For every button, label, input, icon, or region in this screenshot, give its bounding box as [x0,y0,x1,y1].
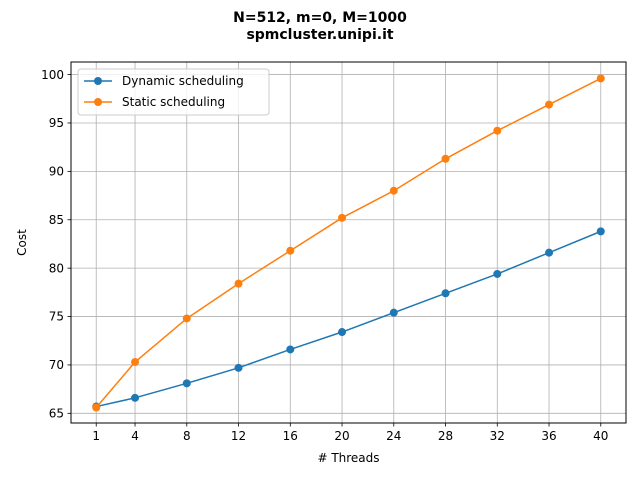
y-tick-label: 90 [49,165,64,179]
data-point-dynamic-scheduling [182,379,191,388]
data-point-static-scheduling [493,126,502,135]
plot-frame [70,61,627,424]
data-point-static-scheduling [182,314,191,323]
data-point-static-scheduling [234,279,243,288]
series-line-static-scheduling [95,77,602,408]
y-tick-label: 65 [49,407,64,421]
x-tick-label: 32 [490,429,505,443]
data-point-static-scheduling [596,74,605,83]
data-point-dynamic-scheduling [493,269,502,278]
data-point-dynamic-scheduling [286,345,295,354]
series-layer [92,74,605,412]
x-tick-label: 40 [593,429,608,443]
y-tick-label: 80 [49,261,64,275]
x-tick-label: 36 [541,429,556,443]
y-tick-label: 100 [41,68,64,82]
legend-label: Static scheduling [122,95,225,109]
data-point-static-scheduling [286,246,295,255]
data-point-dynamic-scheduling [596,227,605,236]
series-dynamic-scheduling [92,227,605,411]
data-point-static-scheduling [441,154,450,163]
y-tick-label: 85 [49,213,64,227]
data-point-static-scheduling [545,100,554,109]
x-tick-label: 20 [334,429,349,443]
y-axis-label: Cost [15,229,29,256]
series-static-scheduling [92,74,605,412]
legend-marker [94,77,102,85]
data-point-static-scheduling [131,358,140,367]
data-point-static-scheduling [92,403,101,412]
x-axis-label: # Threads [317,451,379,465]
chart-title: N=512, m=0, M=1000 [233,10,407,26]
grid-lines [71,62,626,423]
x-tick-label: 4 [131,429,139,443]
x-tick-label: 12 [231,429,246,443]
data-point-dynamic-scheduling [389,308,398,317]
legend-label: Dynamic scheduling [122,74,244,88]
x-axis: 1 4 8 12 16 20 24 28 32 36 40 [92,423,608,443]
data-point-dynamic-scheduling [441,289,450,298]
chart-subtitle: spmcluster.unipi.it [246,27,393,43]
x-tick-label: 16 [283,429,298,443]
x-tick-label: 1 [92,429,100,443]
y-axis: 65 70 75 80 85 90 95 100 [41,68,71,421]
data-point-dynamic-scheduling [338,328,347,337]
x-tick-label: 8 [183,429,191,443]
legend: Dynamic scheduling Static scheduling [77,68,270,116]
data-point-dynamic-scheduling [545,248,554,257]
legend-marker [94,98,102,106]
data-point-static-scheduling [338,213,347,222]
y-tick-label: 75 [49,310,64,324]
data-point-dynamic-scheduling [234,363,243,372]
x-tick-label: 28 [438,429,453,443]
data-point-dynamic-scheduling [131,393,140,402]
y-tick-label: 70 [49,358,64,372]
data-point-static-scheduling [389,186,398,195]
series-line-dynamic-scheduling [96,230,602,408]
y-tick-label: 95 [49,116,64,130]
legend-box [77,68,270,116]
x-tick-label: 24 [386,429,401,443]
